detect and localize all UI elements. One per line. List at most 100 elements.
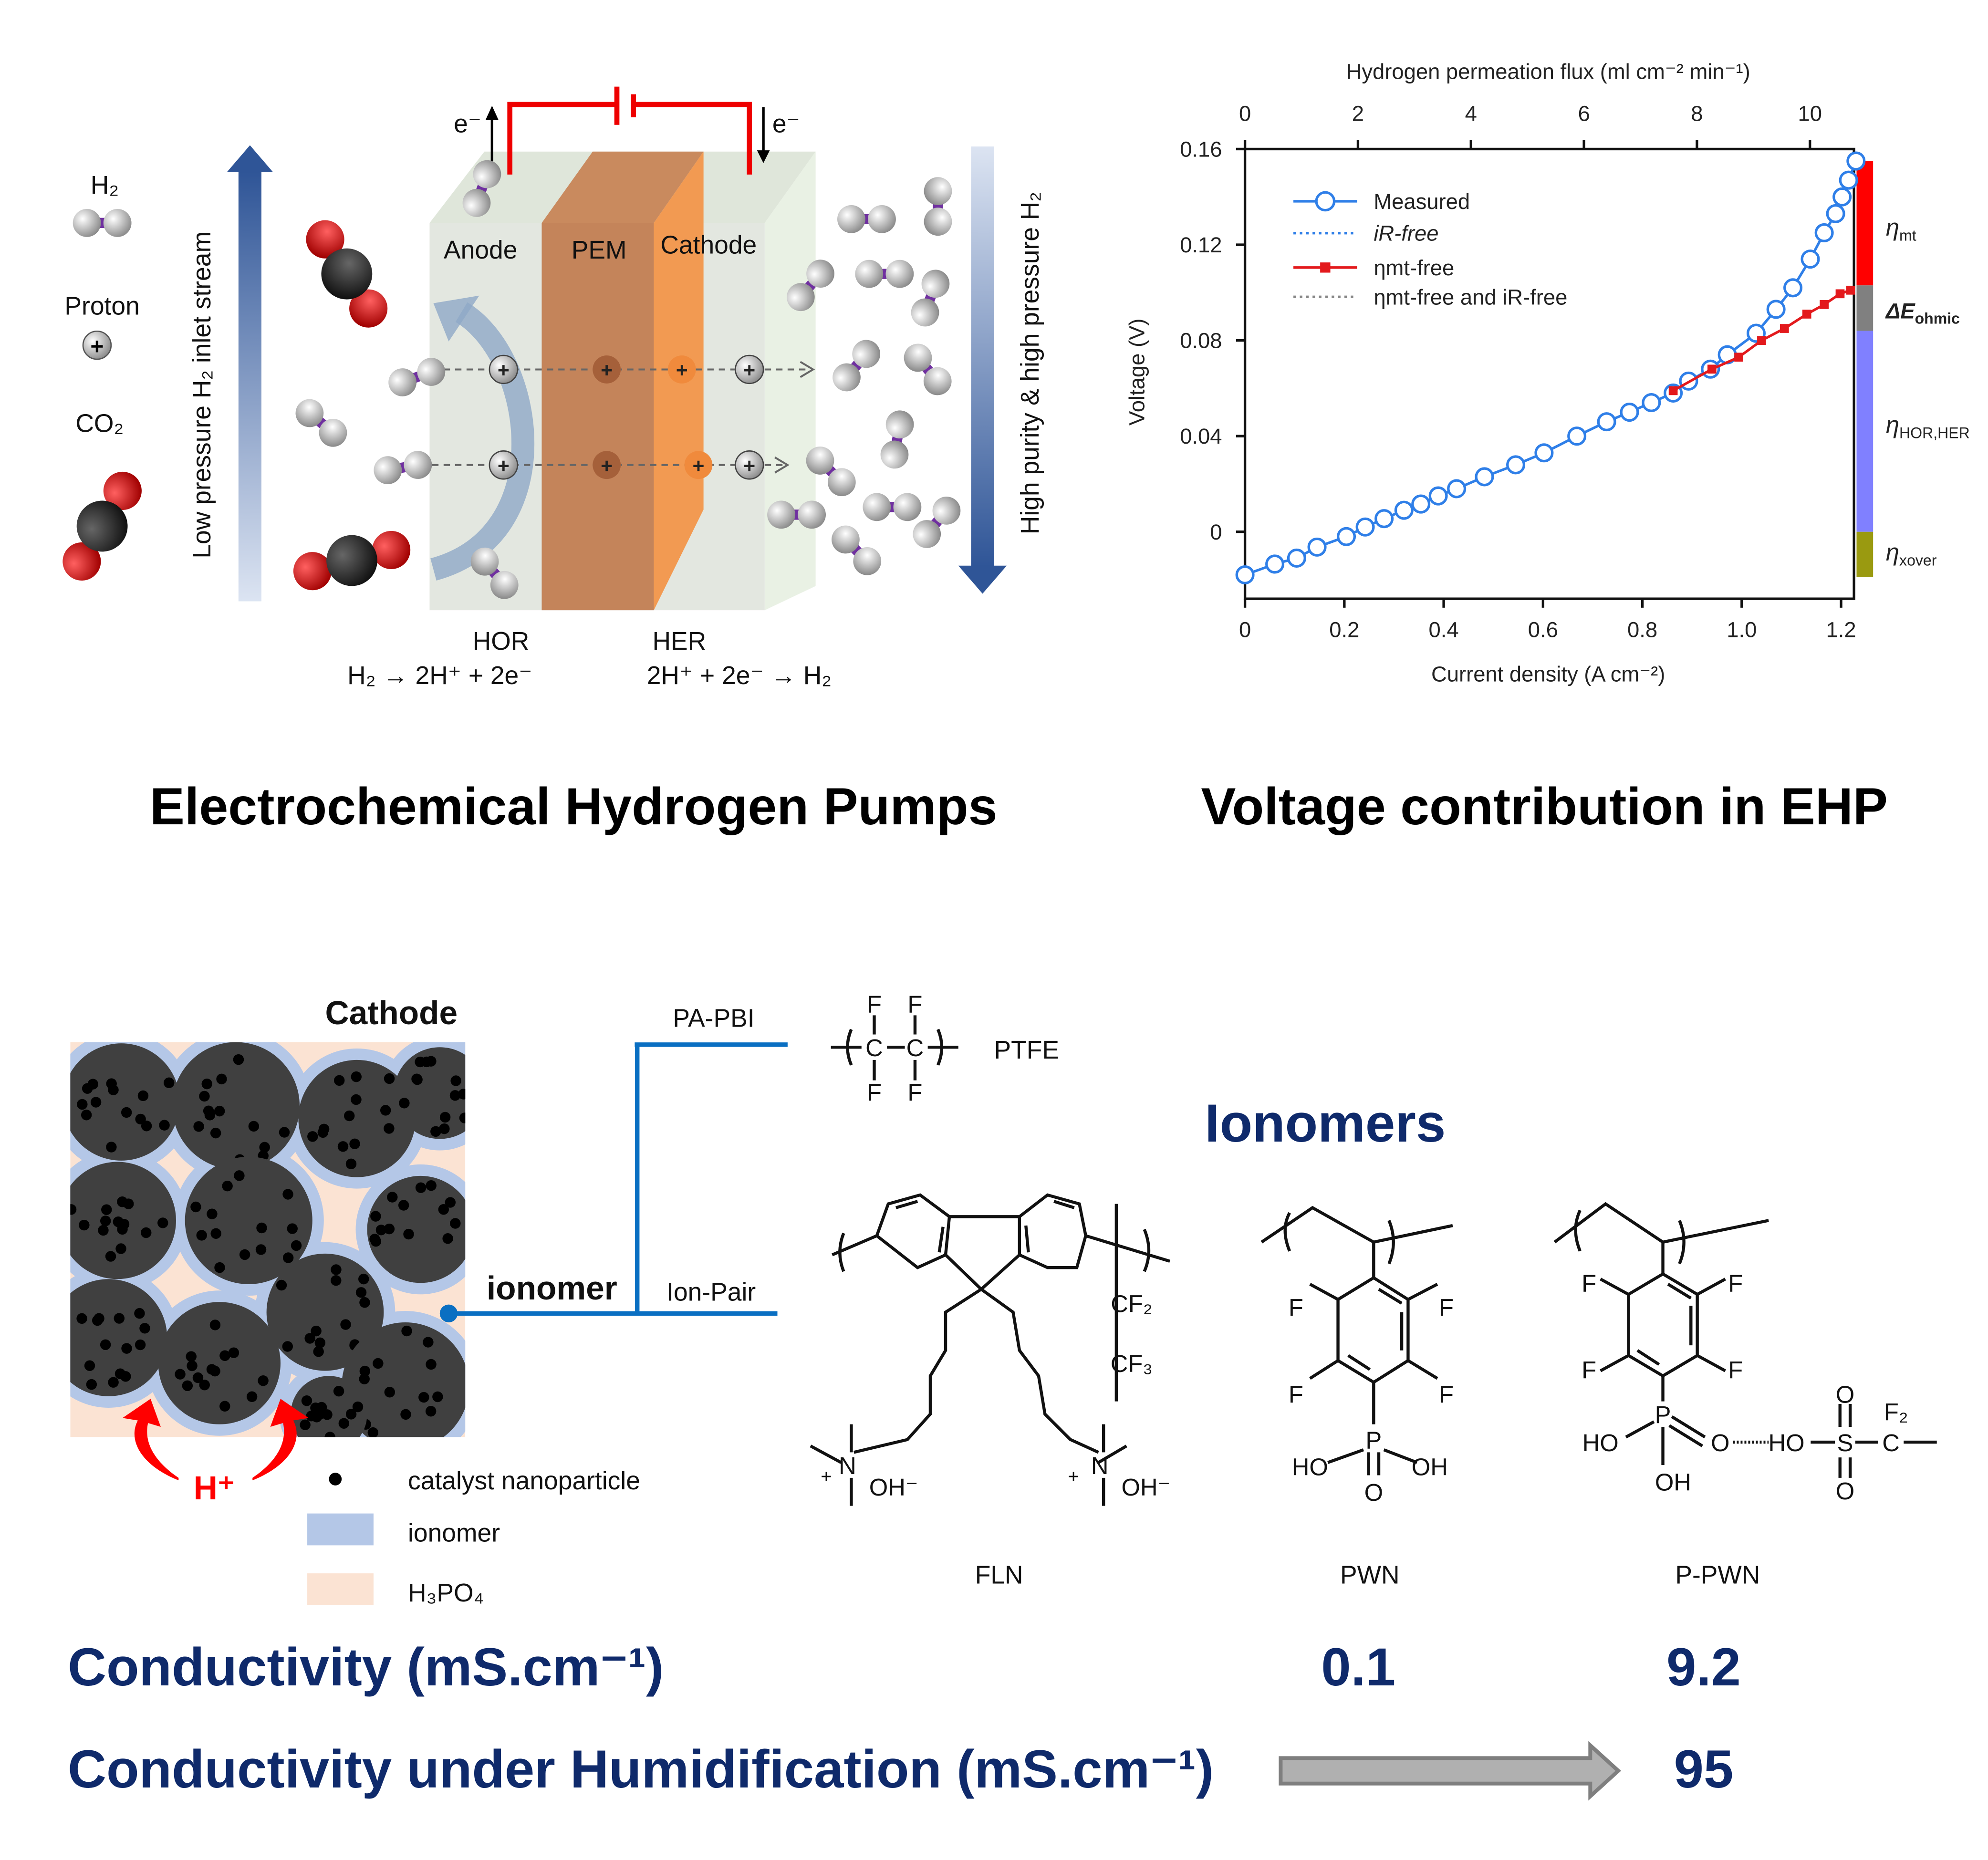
catalyst-nanoparticle xyxy=(425,1406,437,1417)
x-tick-label: 1.0 xyxy=(1727,617,1757,642)
legend-ionomer-label: ionomer xyxy=(408,1519,500,1547)
catalyst-nanoparticle xyxy=(199,1379,210,1391)
catalyst-nanoparticle xyxy=(345,1409,357,1420)
cathode-title: Cathode xyxy=(325,994,458,1031)
catalyst-nanoparticle xyxy=(228,1347,239,1358)
catalyst-nanoparticle xyxy=(306,1411,317,1422)
recirculation-arrow xyxy=(430,302,534,581)
x-tick-label: 0.8 xyxy=(1627,617,1657,642)
fln-structure: CF₂ CF₃ N N + + OH⁻ OH⁻ FLN xyxy=(810,1193,1170,1589)
mt-free-point xyxy=(1668,386,1678,395)
catalyst-nanoparticle xyxy=(375,1225,387,1236)
measured-point xyxy=(1642,393,1661,413)
her-label: HER xyxy=(652,627,706,655)
contribution-bar-segment xyxy=(1856,285,1874,331)
measured-point xyxy=(1394,500,1414,520)
svg-text:F: F xyxy=(1582,1270,1596,1297)
catalyst-nanoparticle xyxy=(105,1251,116,1262)
proton-icon: + xyxy=(82,331,112,360)
catalyst-nanoparticle xyxy=(86,1379,97,1390)
x-tick-label: 0.4 xyxy=(1429,617,1459,642)
catalyst-nanoparticle xyxy=(384,1123,395,1134)
y-tick-label: 0 xyxy=(1210,520,1222,544)
catalyst-nanoparticle xyxy=(359,1365,371,1377)
carbon-support-particle xyxy=(394,1047,466,1139)
top-x-tick-label: 8 xyxy=(1691,102,1703,126)
catalyst-nanoparticle xyxy=(340,1319,351,1330)
catalyst-nanoparticle xyxy=(206,1364,218,1375)
catalyst-nanoparticle xyxy=(415,1056,426,1068)
y-axis-label: Voltage (V) xyxy=(1125,319,1149,426)
x-tick-label: 0 xyxy=(1239,617,1251,642)
svg-text:P: P xyxy=(1655,1401,1671,1428)
ptfe-label: PTFE xyxy=(994,1036,1059,1064)
ppwn-label: P-PWN xyxy=(1675,1561,1760,1589)
catalyst-nanoparticle xyxy=(384,1073,395,1084)
svg-text:F₂: F₂ xyxy=(1884,1399,1908,1426)
svg-text:F: F xyxy=(1289,1294,1303,1321)
catalyst-nanoparticle xyxy=(90,1097,102,1108)
catalyst-nanoparticle xyxy=(219,1350,230,1361)
catalyst-nanoparticle xyxy=(246,1391,258,1402)
contribution-bar-segment xyxy=(1856,531,1874,578)
catalyst-nanoparticle xyxy=(324,1432,335,1437)
catalyst-nanoparticle xyxy=(259,1142,270,1153)
carbon-support-particle xyxy=(70,1279,167,1396)
measured-point xyxy=(1287,548,1306,568)
svg-text:F: F xyxy=(867,1079,882,1106)
catalyst-nanoparticle xyxy=(210,1228,221,1239)
ehp-diagram: H₂ Proton + CO₂ Low pressure H₂ inlet st… xyxy=(50,86,1044,836)
catalyst-nanoparticle xyxy=(449,1090,461,1101)
high-pressure-arrow xyxy=(958,146,1007,594)
catalyst-nanoparticle xyxy=(400,1409,411,1420)
carbon-support-particle xyxy=(172,1042,300,1170)
svg-text:ηxover: ηxover xyxy=(1886,539,1937,569)
ionomer-label: ionomer xyxy=(487,1269,617,1307)
catalyst-nanoparticle xyxy=(121,1343,132,1354)
x-tick-label: 0.2 xyxy=(1329,617,1359,642)
measured-point xyxy=(1766,300,1786,319)
carbon-support-particle xyxy=(158,1302,281,1424)
h2-molecule-icon xyxy=(73,208,132,237)
catalyst-nanoparticle xyxy=(450,1075,461,1086)
measured-point xyxy=(1506,455,1526,475)
high-pressure-label: High purity & high pressure H₂ xyxy=(1016,192,1044,534)
pwn-label: PWN xyxy=(1340,1561,1400,1589)
catalyst-nanoparticle xyxy=(282,1252,294,1263)
svg-text:F: F xyxy=(1582,1357,1596,1384)
svg-text:F: F xyxy=(1439,1381,1454,1408)
catalyst-nanoparticle xyxy=(219,1401,230,1412)
catalyst-nanoparticle xyxy=(117,1196,128,1207)
carbon-support-particle xyxy=(70,1043,180,1161)
svg-text:F: F xyxy=(1289,1381,1303,1408)
catalyst-nanoparticle xyxy=(121,1107,132,1118)
svg-text:+: + xyxy=(601,359,613,382)
pem-top xyxy=(541,151,704,223)
measured-point xyxy=(1475,467,1494,487)
catalyst-nanoparticle xyxy=(187,1360,198,1372)
legend-measured: Measured xyxy=(1374,189,1470,214)
anode-label: Anode xyxy=(444,236,517,264)
catalyst-nanoparticle xyxy=(426,1359,437,1370)
catalyst-nanoparticle xyxy=(82,1083,93,1094)
measured-point xyxy=(1597,412,1616,432)
catalyst-nanoparticle xyxy=(214,1262,225,1273)
y-tick-label: 0.08 xyxy=(1180,329,1222,353)
measured-point xyxy=(1839,170,1858,190)
catalyst-nanoparticle xyxy=(367,1427,379,1437)
pwn-structure: F F F F P HO OH O PWN xyxy=(1260,1205,1454,1589)
cathode-panel: Cathode ionomer Ion-Pair PA-PBI H⁺ catal… xyxy=(70,994,788,1607)
catalyst-nanoparticle xyxy=(331,1275,342,1286)
proton-plus-signs: + + + + + + + + xyxy=(498,359,755,477)
catalyst-nanoparticle xyxy=(106,1078,117,1089)
legend-marker-measured xyxy=(1315,191,1336,212)
catalyst-nanoparticle xyxy=(279,1127,290,1138)
ppwn-structure: F F F F P HO OH O HO S O O C F₂ P-PWN xyxy=(1553,1202,1937,1589)
catalyst-nanoparticle xyxy=(209,1320,221,1330)
catalyst-nanoparticle xyxy=(399,1098,410,1109)
catalyst-nanoparticle xyxy=(301,1395,312,1406)
catalyst-nanoparticle xyxy=(352,1401,364,1413)
catalyst-nanoparticle xyxy=(355,1287,367,1298)
catalyst-nanoparticle xyxy=(108,1377,119,1388)
svg-text:+: + xyxy=(743,455,755,478)
